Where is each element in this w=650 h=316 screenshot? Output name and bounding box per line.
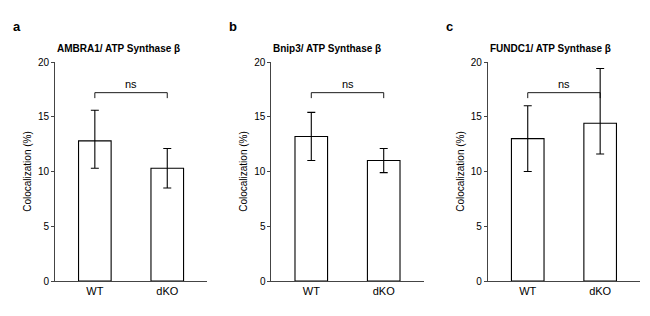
- svg-text:FUNDC1/ ATP Synthase β: FUNDC1/ ATP Synthase β: [490, 43, 611, 54]
- svg-text:15: 15: [254, 111, 266, 122]
- svg-text:Colocalization (%): Colocalization (%): [455, 131, 466, 212]
- svg-text:Colocalization (%): Colocalization (%): [22, 131, 33, 212]
- svg-text:Bnip3/ ATP Synthase β: Bnip3/ ATP Synthase β: [273, 43, 381, 54]
- svg-text:Colocalization (%): Colocalization (%): [238, 131, 249, 212]
- svg-text:10: 10: [38, 166, 50, 177]
- svg-text:0: 0: [43, 276, 49, 287]
- svg-text:WT: WT: [86, 285, 103, 297]
- svg-text:15: 15: [38, 111, 50, 122]
- svg-text:10: 10: [471, 166, 483, 177]
- svg-text:15: 15: [471, 111, 483, 122]
- svg-text:dKO: dKO: [589, 285, 611, 297]
- svg-text:b: b: [229, 19, 237, 34]
- svg-text:ns: ns: [342, 78, 354, 90]
- svg-text:5: 5: [260, 221, 266, 232]
- svg-text:ns: ns: [125, 78, 137, 90]
- svg-text:10: 10: [254, 166, 266, 177]
- svg-text:WT: WT: [303, 285, 320, 297]
- svg-text:dKO: dKO: [373, 285, 395, 297]
- svg-text:20: 20: [38, 57, 50, 68]
- svg-text:a: a: [13, 19, 21, 34]
- svg-text:0: 0: [260, 276, 266, 287]
- svg-text:0: 0: [476, 276, 482, 287]
- svg-text:20: 20: [254, 57, 266, 68]
- svg-text:5: 5: [43, 221, 49, 232]
- svg-text:5: 5: [476, 221, 482, 232]
- svg-text:c: c: [446, 19, 453, 34]
- svg-text:20: 20: [471, 57, 483, 68]
- svg-text:ns: ns: [558, 78, 570, 90]
- svg-text:dKO: dKO: [156, 285, 178, 297]
- svg-text:WT: WT: [519, 285, 536, 297]
- svg-text:AMBRA1/ ATP Synthase β: AMBRA1/ ATP Synthase β: [57, 43, 180, 54]
